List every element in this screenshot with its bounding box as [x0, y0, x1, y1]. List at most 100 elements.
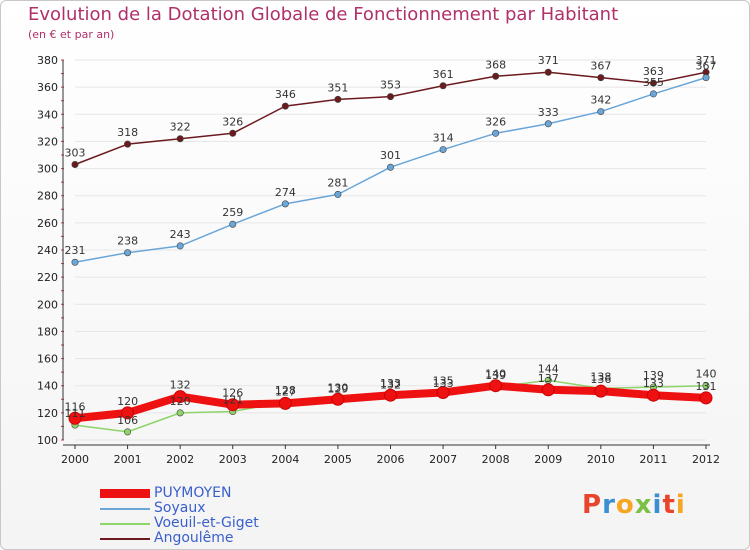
data-label: 128 [275, 384, 296, 397]
logo-letter: o [615, 490, 635, 520]
data-label: 144 [538, 362, 559, 375]
data-label: 322 [170, 121, 191, 134]
y-tick-label: 100 [37, 434, 58, 447]
data-label: 371 [538, 54, 559, 67]
x-tick-label: 2006 [377, 453, 405, 466]
logo-letter: r [602, 490, 616, 520]
data-label: 136 [590, 373, 611, 386]
legend-label-soyaux: Soyaux [154, 500, 206, 516]
data-label: 353 [380, 79, 401, 92]
data-label: 363 [643, 65, 664, 78]
data-point [278, 396, 292, 410]
data-point [229, 220, 237, 228]
y-tick-label: 140 [37, 380, 58, 393]
y-tick-label: 240 [37, 244, 58, 257]
data-point [489, 379, 503, 393]
data-label: 368 [485, 58, 506, 71]
data-label: 140 [696, 368, 717, 381]
data-label: 231 [65, 244, 86, 257]
data-point [386, 93, 394, 101]
x-tick-label: 2010 [587, 453, 615, 466]
data-label: 126 [222, 387, 243, 400]
y-tick-label: 280 [37, 190, 58, 203]
y-tick-label: 160 [37, 353, 58, 366]
y-tick-label: 300 [37, 163, 58, 176]
y-tick-label: 220 [37, 271, 58, 284]
data-label: 281 [327, 176, 348, 189]
data-point [384, 388, 397, 402]
logo-letter: P [582, 490, 603, 520]
data-point [176, 242, 184, 250]
data-point [649, 90, 657, 98]
data-label: 120 [117, 395, 138, 408]
data-point [176, 135, 184, 143]
y-tick-label: 200 [37, 298, 58, 311]
data-label: 361 [433, 68, 454, 81]
legend-label-angouleme: Angoulême [154, 530, 234, 546]
data-label: 129 [327, 383, 348, 396]
data-point [176, 409, 184, 417]
logo-letter: x [634, 490, 653, 520]
data-point [386, 163, 394, 171]
chart-title: Evolution de la Dotation Globale de Fonc… [28, 4, 619, 25]
chart-subtitle: (en € et par an) [28, 28, 115, 41]
data-label: 120 [170, 395, 191, 408]
x-tick-label: 2001 [114, 453, 142, 466]
y-tick-label: 380 [37, 54, 58, 67]
data-point [229, 129, 237, 137]
legend-item-puymoyen: PUYMOYEN [100, 485, 400, 501]
data-point [541, 383, 555, 397]
logo-letter: t [662, 490, 676, 520]
y-tick-label: 320 [37, 135, 58, 148]
data-label: 351 [327, 81, 348, 94]
data-point [699, 391, 713, 405]
data-label: 106 [117, 414, 138, 427]
x-tick-label: 2011 [639, 453, 667, 466]
legend-label-puymoyen: PUYMOYEN [154, 485, 232, 501]
legend-item-voeuil-et-giget: Voeuil-et-Giget [100, 515, 400, 531]
proxiti-logo: Proxiti [582, 490, 686, 520]
x-tick-label: 2008 [482, 453, 510, 466]
y-tick-label: 120 [37, 407, 58, 420]
data-point [124, 428, 132, 436]
data-point [71, 258, 79, 266]
data-label: 371 [696, 54, 717, 67]
x-tick-label: 2000 [61, 453, 89, 466]
legend-swatch-puymoyen [100, 489, 150, 498]
data-label: 355 [643, 76, 664, 89]
data-point [702, 382, 710, 390]
data-label: 243 [170, 228, 191, 241]
x-tick-label: 2012 [692, 453, 720, 466]
data-label: 346 [275, 88, 296, 101]
logo-letter: i [652, 490, 663, 520]
data-point [68, 411, 82, 425]
data-label: 131 [696, 380, 717, 393]
data-point [173, 390, 187, 404]
data-label: 238 [117, 235, 138, 248]
data-label: 274 [275, 186, 296, 199]
data-label: 326 [485, 115, 506, 128]
data-label: 342 [590, 94, 611, 107]
x-tick-label: 2003 [219, 453, 247, 466]
data-point [226, 398, 240, 412]
y-tick-label: 340 [37, 108, 58, 121]
data-point [439, 146, 447, 154]
x-tick-label: 2002 [166, 453, 194, 466]
data-label: 140 [485, 368, 506, 381]
data-point [334, 95, 342, 103]
y-tick-label: 360 [37, 81, 58, 94]
data-point [281, 102, 289, 110]
data-label: 133 [380, 377, 401, 390]
data-point [649, 79, 657, 87]
legend: PUYMOYEN Soyaux Voeuil-et-Giget Angoulêm… [100, 485, 400, 546]
data-label: 367 [590, 60, 611, 73]
x-tick-label: 2009 [534, 453, 562, 466]
data-label: 135 [433, 375, 454, 388]
legend-swatch-angouleme [100, 538, 150, 540]
data-label: 326 [222, 115, 243, 128]
data-point [334, 190, 342, 198]
legend-swatch-voeuil-et-giget [100, 523, 150, 525]
data-point [594, 384, 608, 398]
data-label: 138 [590, 370, 611, 383]
